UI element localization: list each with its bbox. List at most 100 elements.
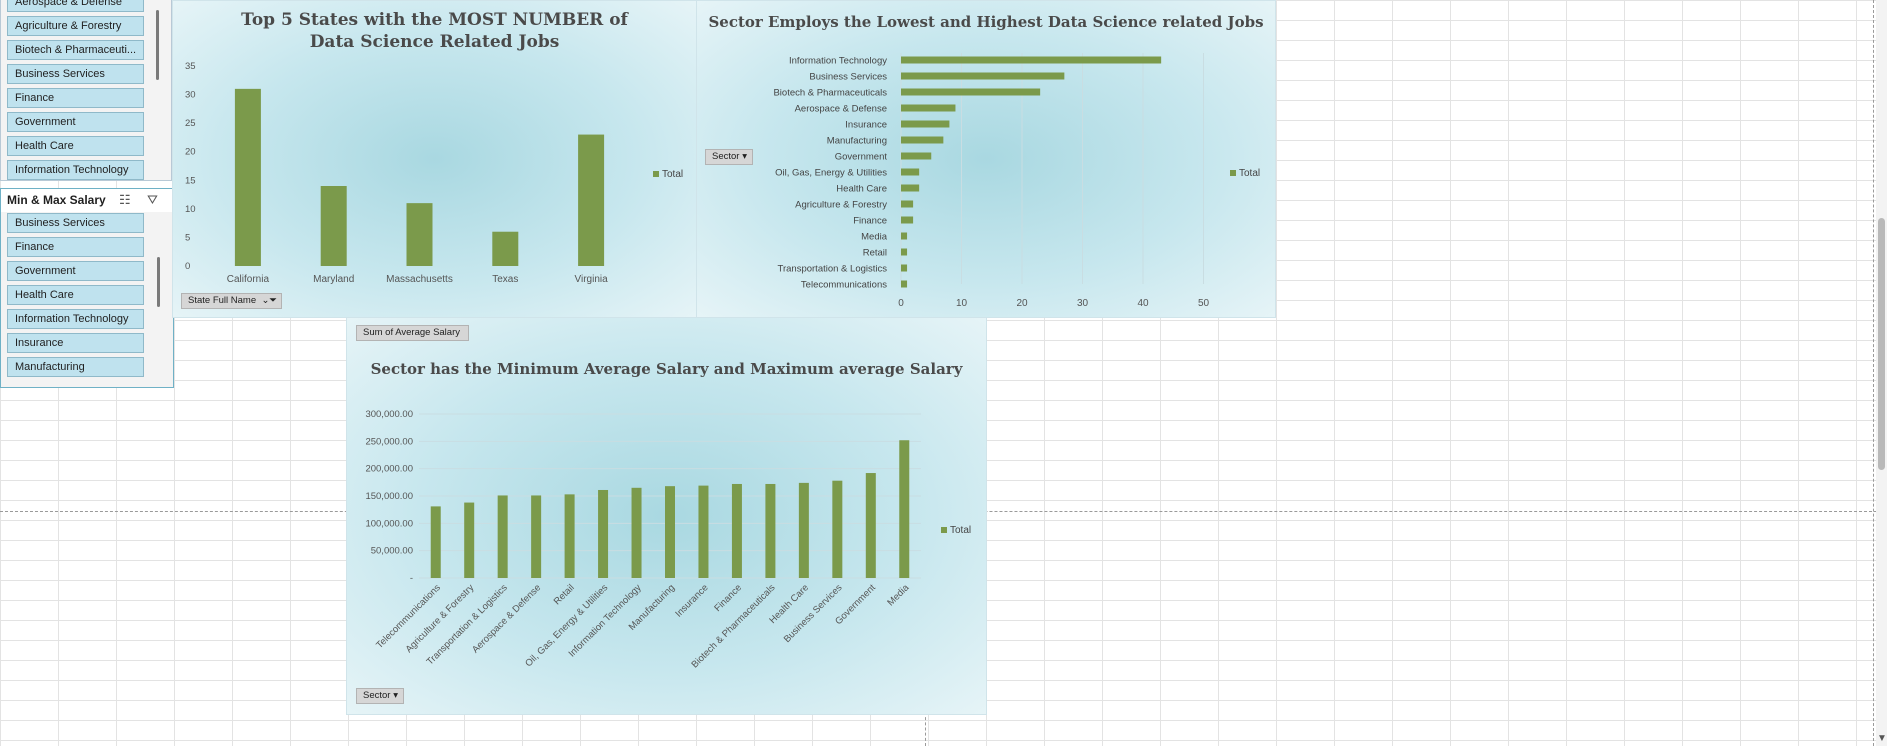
sector-slicer[interactable]: Aerospace & Defense Agriculture & Forestr… — [0, 0, 172, 181]
chart-plot: 300,000.00 250,000.00 200,000.00 150,000.00… — [365, 409, 921, 670]
bar — [234, 88, 261, 266]
slicer-item[interactable]: Information Technology — [7, 309, 144, 329]
y-tick-label: 250,000.00 — [365, 436, 413, 447]
slicer-item[interactable]: Business Services — [7, 64, 144, 84]
bar — [901, 72, 1065, 80]
x-tick-label: Media — [885, 582, 912, 609]
bar — [665, 486, 675, 578]
y-tick-label: 25 — [185, 118, 196, 129]
value-field-label: Sum of Average Salary — [363, 327, 460, 338]
x-tick-label: Virginia — [575, 274, 609, 285]
chart-title: Sector has the Minimum Average Salary an… — [370, 360, 963, 378]
slicer-scrollbar[interactable] — [157, 257, 160, 307]
bar — [901, 120, 950, 128]
y-tick-label: Oil, Gas, Energy & Utilities — [775, 168, 887, 179]
bar — [901, 56, 1162, 64]
multi-select-icon[interactable]: ☷ — [119, 192, 131, 207]
x-tick-label: Texas — [492, 274, 518, 285]
legend-label: Total — [1239, 168, 1261, 179]
chart-legend: Total — [653, 169, 683, 180]
x-tick-label: 50 — [1198, 298, 1210, 309]
x-tick-label: Business Services — [782, 582, 845, 645]
slicer-item[interactable]: Government — [7, 261, 144, 281]
x-tick-label: Telecommunications — [374, 582, 443, 651]
y-tick-label: 35 — [185, 61, 196, 72]
chart-title: Top 5 States with the MOST NUMBER of Dat… — [241, 10, 628, 52]
bar — [901, 152, 932, 160]
bar — [430, 506, 441, 578]
state-filter-button[interactable]: State Full Name ⌄⏷ — [181, 293, 282, 309]
page-break-line — [1873, 0, 1874, 746]
slicer-item[interactable]: Biotech & Pharmaceuti... — [7, 40, 144, 60]
sector-jobs-chart[interactable]: Sector Employs the Lowest and Highest Da… — [696, 0, 1276, 318]
filter-dropdown-icon[interactable]: ▾ — [393, 690, 398, 701]
min-max-salary-slicer[interactable]: Min & Max Salary ☷ ⛛ Business Services Fi… — [0, 188, 174, 388]
filter-dropdown-icon[interactable]: ▾ — [742, 151, 747, 162]
y-tick-label: 50,000.00 — [371, 546, 413, 557]
y-tick-label: 30 — [185, 90, 196, 101]
bar — [765, 483, 776, 578]
legend-swatch — [653, 171, 659, 178]
chart-legend: Total — [941, 525, 971, 536]
bar — [901, 264, 908, 272]
y-tick-label: 150,000.00 — [365, 491, 413, 502]
x-tick-label: Aerospace & Defense — [470, 582, 543, 655]
slicer-item[interactable]: Finance — [7, 88, 144, 108]
chart-title: Sector Employs the Lowest and Highest Da… — [708, 13, 1264, 31]
bar — [497, 495, 508, 578]
y-tick-label: Biotech & Pharmaceuticals — [773, 88, 887, 99]
salary-chart[interactable]: Sum of Average Salary Sector has the Min… — [346, 317, 987, 715]
bar — [531, 495, 542, 578]
y-tick-label: 0 — [185, 261, 190, 272]
bar — [901, 248, 908, 256]
legend-swatch — [1230, 170, 1236, 177]
slicer-item[interactable]: Insurance — [7, 333, 144, 353]
filter-label: Sector — [712, 151, 740, 162]
bar — [901, 136, 944, 144]
y-tick-label: Information Technology — [789, 56, 887, 67]
top-states-chart[interactable]: Top 5 States with the MOST NUMBER of Dat… — [172, 0, 697, 318]
bar — [901, 280, 908, 288]
scrollbar-thumb[interactable] — [1878, 218, 1885, 470]
slicer-item[interactable]: Agriculture & Forestry — [7, 16, 144, 36]
y-tick-label: Transportation & Logistics — [778, 264, 888, 275]
bar — [901, 88, 1041, 96]
slicer-item[interactable]: Finance — [7, 237, 144, 257]
y-tick-label: Agriculture & Forestry — [795, 200, 887, 211]
slicer-item[interactable]: Information Technology — [7, 160, 144, 180]
bar — [798, 482, 809, 578]
slicer-scrollbar[interactable] — [156, 10, 159, 80]
x-tick-label: 40 — [1137, 298, 1149, 309]
x-tick-label: Finance — [712, 582, 744, 614]
y-tick-label: 100,000.00 — [365, 518, 413, 529]
filter-dropdown-icon[interactable]: ⌄⏷ — [261, 295, 277, 306]
slicer-item[interactable]: Health Care — [7, 136, 144, 156]
sector-filter-button[interactable]: Sector ▾ — [705, 149, 753, 165]
legend-swatch — [941, 527, 947, 534]
y-tick-label: 5 — [185, 232, 190, 243]
y-tick-label: Insurance — [845, 120, 887, 131]
slicer-item[interactable]: Aerospace & Defense — [7, 0, 144, 12]
bar — [901, 168, 920, 176]
bar — [901, 200, 914, 208]
chart-plot: 0 10 20 30 40 50 Information Technology Busines… — [773, 53, 1210, 309]
x-tick-label: 10 — [956, 298, 968, 309]
bar — [564, 494, 575, 578]
clear-filter-icon[interactable]: ⛛ — [147, 192, 158, 207]
page-break-line — [925, 712, 926, 746]
x-tick-label: 30 — [1077, 298, 1089, 309]
x-tick-label: 0 — [898, 298, 904, 309]
sum-average-salary-button[interactable]: Sum of Average Salary — [356, 325, 469, 341]
sector-filter-button[interactable]: Sector ▾ — [356, 688, 404, 704]
scroll-down-icon[interactable]: ▼ — [1877, 733, 1887, 744]
y-tick-label: Telecommunications — [801, 280, 887, 291]
y-tick-label: Retail — [863, 248, 887, 259]
slicer-item[interactable]: Business Services — [7, 213, 144, 233]
chart-legend: Total — [1230, 168, 1260, 179]
slicer-item[interactable]: Manufacturing — [7, 357, 144, 377]
slicer-item[interactable]: Health Care — [7, 285, 144, 305]
slicer-item[interactable]: Government — [7, 112, 144, 132]
vertical-scrollbar[interactable]: ▼ — [1876, 0, 1887, 746]
x-tick-label: Retail — [552, 582, 577, 607]
bar — [631, 487, 642, 578]
